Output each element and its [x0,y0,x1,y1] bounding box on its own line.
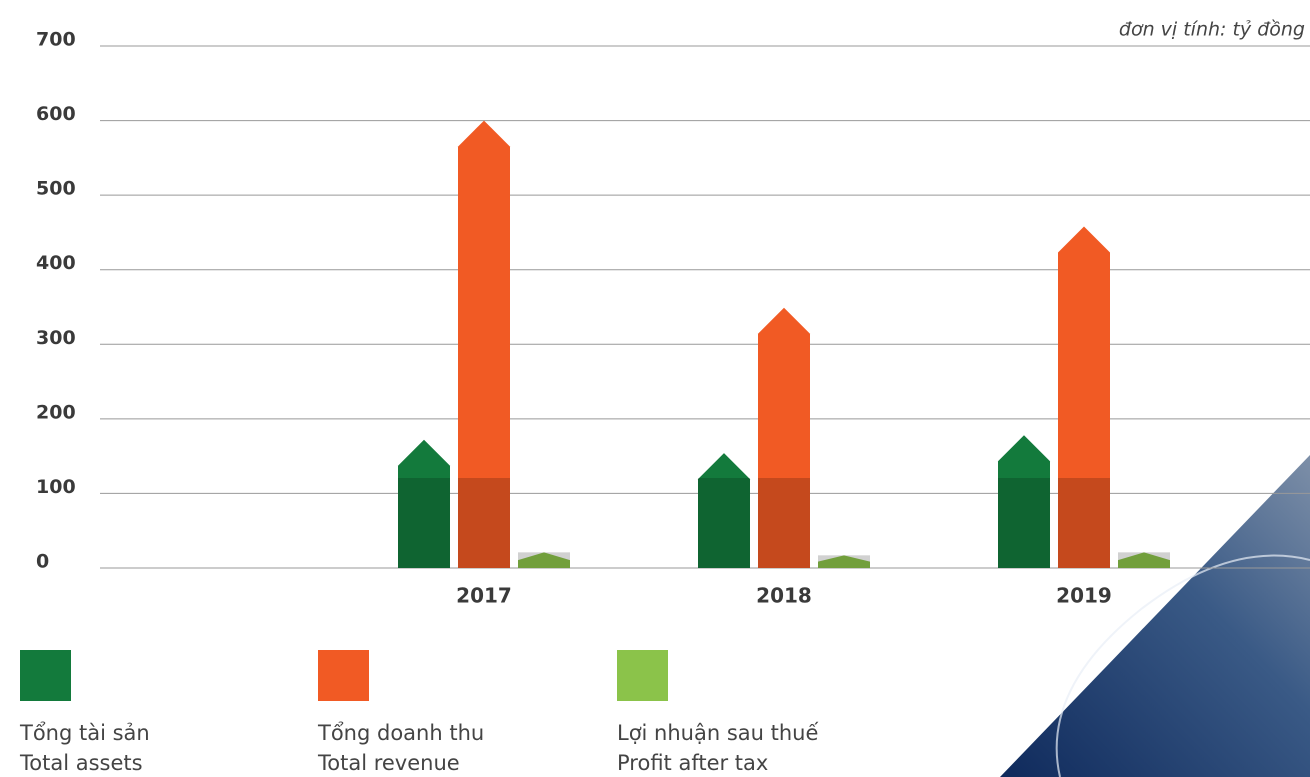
chart: đơn vị tính: tỷ đồng 0 100 200 300 400 500 600… [0,0,1310,777]
y-tick-label: 500 [36,178,76,200]
legend-label: Profit after tax [617,751,768,775]
bar-shade [818,555,870,568]
y-tick-label: 0 [36,551,49,573]
bar-shade [1058,478,1110,568]
legend-label: Total assets [19,751,143,775]
x-tick-label: 2019 [1056,584,1112,608]
y-tick-label: 700 [36,29,76,51]
y-tick-label: 400 [36,252,76,274]
y-tick-label: 100 [36,476,76,498]
x-tick-label: 2018 [756,584,812,608]
bar-shade [398,478,450,568]
bar-shade [518,552,570,568]
legend-label: Total revenue [317,751,460,775]
bar-shade [698,478,750,568]
unit-note: đơn vị tính: tỷ đồng [1119,19,1305,41]
bar-shade [458,478,510,568]
y-tick-label: 600 [36,103,76,125]
y-tick-label: 300 [36,327,76,349]
legend-label: Tổng doanh thu [317,721,484,745]
legend-label: Tổng tài sản [19,721,150,745]
bar-shade [1118,552,1170,568]
legend-label: Lợi nhuận sau thuế [617,721,818,745]
x-tick-label: 2017 [456,584,512,608]
bar-shade [998,478,1050,568]
legend-swatch [20,650,71,701]
y-tick-label: 200 [36,401,76,423]
legend-swatch [318,650,369,701]
legend-swatch [617,650,668,701]
bar-shade [758,478,810,568]
